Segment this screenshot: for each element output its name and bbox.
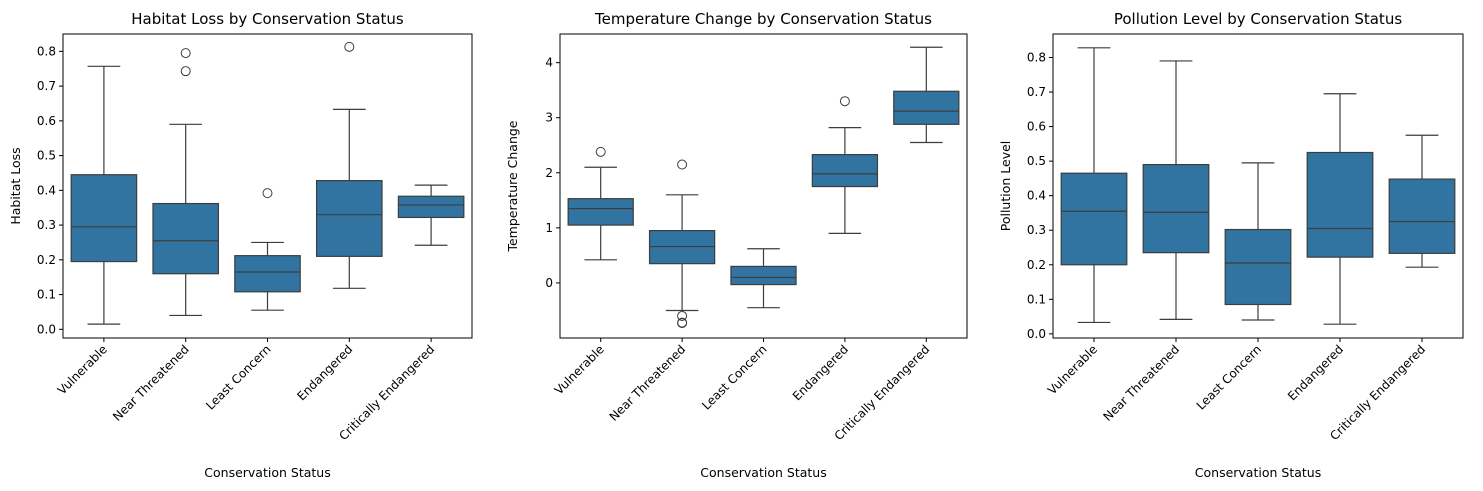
outlier-point <box>677 310 688 321</box>
x-tick-label: Endangered <box>294 342 355 403</box>
outlier-point <box>262 188 273 199</box>
y-tick-label: 0.5 <box>1027 154 1046 168</box>
y-axis-label: Habitat Loss <box>8 147 23 224</box>
x-axis-label: Conservation Status <box>204 465 330 480</box>
box-iqr <box>567 198 634 226</box>
box-5 <box>893 46 960 144</box>
box-iqr <box>893 90 960 125</box>
chart-title: Temperature Change by Conservation Statu… <box>594 10 932 28</box>
y-tick-label: 0.8 <box>37 44 56 58</box>
x-tick-label: Vulnerable <box>55 342 110 397</box>
y-tick-label: 0.7 <box>37 79 56 93</box>
y-axis-label: Temperature Change <box>505 120 520 252</box>
chart-title: Pollution Level by Conservation Status <box>1114 10 1402 28</box>
y-tick-label: 0.2 <box>37 253 56 267</box>
outlier-point <box>344 41 355 52</box>
x-tick-label: Near Threatened <box>110 342 192 424</box>
box-iqr <box>1388 178 1456 254</box>
y-tick-label: 0.3 <box>1027 223 1046 237</box>
box-3 <box>234 188 301 311</box>
box-5 <box>1388 134 1456 268</box>
y-tick-label: 0.8 <box>1027 50 1046 64</box>
y-tick-label: 0.5 <box>37 149 56 163</box>
x-tick-label: Near Threatened <box>607 342 689 424</box>
y-tick-label: 0.1 <box>37 288 56 302</box>
box-iqr <box>811 154 879 188</box>
subplot-3: 0.0 0.1 0.2 0.3 0.4 0.5 0.6 0.7 0.8 Vulnerable Nea… <box>998 10 1464 480</box>
y-tick-label: 0.4 <box>37 183 56 197</box>
y-tick-label: 3 <box>545 111 553 125</box>
y-axis-label: Pollution Level <box>998 141 1013 232</box>
outlier-point <box>595 146 606 157</box>
x-axis-label: Conservation Status <box>1195 465 1321 480</box>
y-tick-label: 0.2 <box>1027 258 1046 272</box>
subplot-1: 0.0 0.1 0.2 0.3 0.4 0.5 0.6 0.7 0.8 Vulnerable Nea… <box>8 10 473 480</box>
outlier-point <box>180 48 191 59</box>
box-2 <box>152 48 220 317</box>
box-iqr <box>152 202 220 275</box>
box-iqr <box>234 255 301 293</box>
box-3 <box>1224 162 1292 321</box>
box-iqr <box>1224 228 1292 306</box>
box-4 <box>811 96 879 234</box>
y-tick-label: 4 <box>545 56 553 70</box>
x-tick-label: Endangered <box>1285 342 1346 403</box>
box-iqr <box>1306 151 1374 258</box>
outlier-point <box>677 318 688 329</box>
y-tick-label: 0.0 <box>1027 327 1046 341</box>
y-tick-label: 2 <box>545 166 553 180</box>
box-4 <box>1306 93 1374 325</box>
x-tick-label: Critically Endangered <box>336 342 437 443</box>
chart-title: Habitat Loss by Conservation Status <box>131 10 404 28</box>
box-iqr <box>315 180 383 257</box>
box-5 <box>397 184 465 246</box>
box-iqr <box>70 174 138 263</box>
x-tick-label: Critically Endangered <box>1327 342 1428 443</box>
x-tick-label: Endangered <box>790 342 851 403</box>
x-tick-label: Least Concern <box>699 342 769 412</box>
y-tick-label: 0.4 <box>1027 189 1046 203</box>
subplot-2: 0 1 2 3 4 Vulnerable Near Threatened Least Conc… <box>505 10 968 480</box>
box-iqr <box>397 195 465 219</box>
box-1 <box>567 146 634 261</box>
y-tick-label: 0.1 <box>1027 292 1046 306</box>
outlier-point <box>677 159 688 170</box>
x-tick-label: Vulnerable <box>1045 342 1100 397</box>
box-1 <box>70 65 138 325</box>
outlier-point <box>839 96 850 107</box>
x-tick-label: Vulnerable <box>552 342 607 397</box>
x-tick-label: Critically Endangered <box>832 342 933 443</box>
box-2 <box>1142 60 1210 320</box>
y-tick-label: 1 <box>545 221 553 235</box>
box-iqr <box>1142 163 1210 254</box>
y-tick-label: 0.6 <box>37 114 56 128</box>
outlier-point <box>180 66 191 77</box>
x-tick-label: Least Concern <box>203 342 273 412</box>
box-1 <box>1060 47 1128 324</box>
y-tick-label: 0.3 <box>37 218 56 232</box>
box-4 <box>315 41 383 289</box>
x-tick-label: Least Concern <box>1194 342 1264 412</box>
y-tick-label: 0.7 <box>1027 85 1046 99</box>
y-tick-label: 0 <box>545 276 553 290</box>
box-3 <box>730 248 797 309</box>
y-tick-label: 0.6 <box>1027 120 1046 134</box>
y-tick-label: 0.0 <box>37 322 56 336</box>
box-2 <box>648 159 716 329</box>
box-iqr <box>730 265 797 286</box>
x-axis-label: Conservation Status <box>700 465 826 480</box>
x-tick-label: Near Threatened <box>1100 342 1182 424</box>
box-iqr <box>1060 172 1128 266</box>
